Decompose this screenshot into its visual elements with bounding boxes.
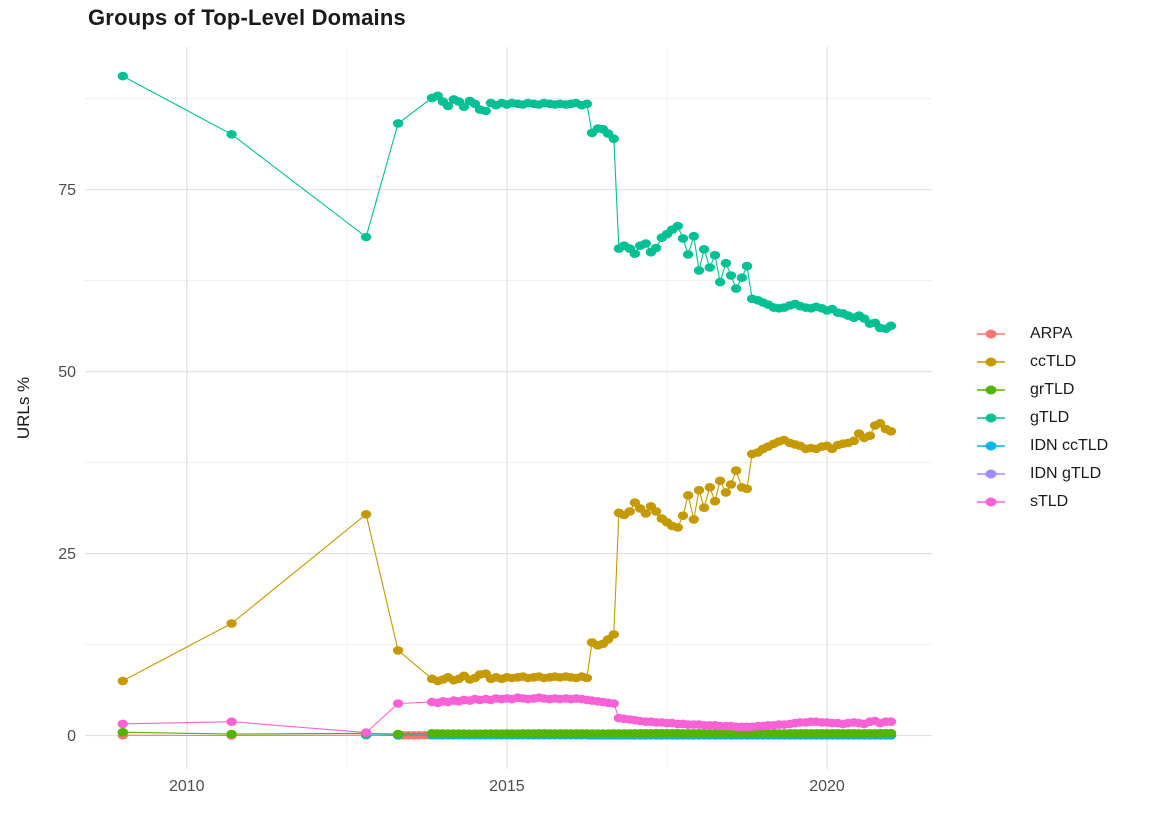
- data-point-stld: [608, 699, 619, 708]
- data-point-cctld: [650, 507, 662, 516]
- data-point-gtld: [480, 106, 491, 116]
- y-tick-label-50: 50: [58, 364, 76, 381]
- data-point-cctld: [693, 485, 705, 495]
- data-point-gtld: [672, 221, 683, 231]
- legend-item-idn-cctld: IDN ccTLD: [976, 432, 1108, 460]
- y-tick-label-75: 75: [58, 182, 76, 199]
- data-point-gtld: [709, 250, 721, 260]
- data-point-cctld: [709, 496, 721, 506]
- data-point-cctld: [698, 503, 710, 512]
- data-point-gtld: [720, 258, 732, 268]
- legend-label-grtld: grTLD: [1030, 381, 1075, 398]
- legend-label-gtld: gTLD: [1030, 409, 1070, 426]
- data-point-cctld: [741, 484, 753, 494]
- legend-label-idn-cctld: IDN ccTLD: [1030, 437, 1109, 454]
- y-tick-label-25: 25: [58, 546, 76, 563]
- data-point-cctld: [672, 523, 683, 532]
- legend-label-cctld: ccTLD: [1030, 353, 1077, 370]
- data-point-gtld: [688, 231, 699, 241]
- legend-key-stld: [977, 497, 1005, 507]
- legend-item-grtld: grTLD: [976, 376, 1108, 404]
- legend-key-idn-cctld: [977, 441, 1005, 451]
- data-point-gtld: [458, 102, 470, 111]
- data-point-cctld: [677, 511, 689, 520]
- legend-item-stld: sTLD: [976, 488, 1108, 516]
- data-point-cctld: [608, 630, 619, 639]
- series-gtld: [117, 71, 897, 334]
- y-tick-label-0: 0: [67, 728, 76, 745]
- data-point-gtld: [640, 239, 651, 248]
- data-point-gtld: [608, 134, 619, 143]
- data-point-gtld: [226, 130, 237, 139]
- data-point-cctld: [714, 476, 726, 486]
- data-point-gtld: [736, 273, 748, 283]
- series-cctld: [117, 419, 897, 686]
- series-grtld: [117, 727, 897, 739]
- data-point-gtld: [650, 243, 662, 253]
- data-point-gtld: [741, 261, 753, 271]
- legend-key-gtld: [977, 413, 1005, 423]
- legend: ARPA ccTLD grTLD gTLD IDN ccTLD IDN gTLD sTLD: [976, 320, 1108, 516]
- data-point-grtld: [392, 729, 404, 739]
- data-point-cctld: [720, 488, 732, 497]
- data-point-cctld: [864, 431, 876, 441]
- data-point-cctld: [226, 619, 237, 628]
- data-point-stld: [885, 717, 897, 726]
- data-point-cctld: [581, 673, 593, 683]
- x-tick-label-2015: 2015: [489, 778, 525, 795]
- data-point-cctld: [730, 466, 742, 475]
- data-point-gtld: [581, 99, 593, 109]
- data-point-cctld: [640, 509, 651, 518]
- data-point-cctld: [360, 510, 372, 519]
- data-point-cctld: [874, 419, 886, 428]
- x-tick-label-2010: 2010: [169, 778, 205, 795]
- data-point-gtld: [730, 284, 742, 293]
- data-point-gtld: [704, 263, 715, 272]
- data-point-cctld: [682, 491, 694, 500]
- data-point-gtld: [698, 245, 710, 254]
- legend-key-cctld: [977, 357, 1005, 367]
- data-point-gtld: [725, 271, 737, 280]
- series-stld: [117, 693, 897, 737]
- data-point-gtld: [677, 234, 689, 243]
- data-point-gtld: [885, 321, 897, 331]
- data-point-cctld: [392, 646, 404, 655]
- data-point-gtld: [392, 119, 404, 128]
- data-point-cctld: [848, 436, 860, 446]
- data-point-cctld: [704, 483, 715, 492]
- data-point-stld: [360, 728, 372, 737]
- data-point-grtld: [117, 727, 128, 737]
- data-point-grtld: [226, 729, 237, 739]
- data-point-gtld: [442, 101, 454, 111]
- legend-item-arpa: ARPA: [976, 320, 1108, 348]
- legend-key-arpa: [977, 329, 1005, 339]
- data-point-cctld: [688, 515, 699, 524]
- data-point-cctld: [885, 427, 897, 436]
- data-point-stld: [117, 719, 128, 729]
- data-point-gtld: [360, 232, 372, 242]
- data-point-gtld: [714, 277, 726, 287]
- data-point-gtld: [629, 249, 641, 258]
- data-point-gtld: [682, 250, 694, 259]
- data-point-cctld: [725, 480, 737, 489]
- data-point-gtld: [117, 71, 128, 81]
- legend-label-idn-gtld: IDN gTLD: [1030, 465, 1102, 482]
- legend-item-cctld: ccTLD: [976, 348, 1108, 376]
- legend-key-grtld: [977, 385, 1005, 395]
- legend-label-stld: sTLD: [1030, 493, 1069, 510]
- data-point-grtld: [885, 728, 897, 738]
- chart-title: Groups of Top-Level Domains: [88, 5, 406, 30]
- data-point-stld: [226, 717, 237, 726]
- legend-label-arpa: ARPA: [1030, 325, 1073, 342]
- legend-key-idn-gtld: [977, 469, 1005, 479]
- legend-item-idn-gtld: IDN gTLD: [976, 460, 1108, 488]
- data-point-gtld: [693, 266, 705, 275]
- data-point-stld: [392, 699, 404, 708]
- data-point-cctld: [624, 507, 635, 516]
- data-point-cctld: [117, 676, 128, 686]
- legend-item-gtld: gTLD: [976, 404, 1108, 432]
- x-tick-label-2020: 2020: [809, 778, 845, 795]
